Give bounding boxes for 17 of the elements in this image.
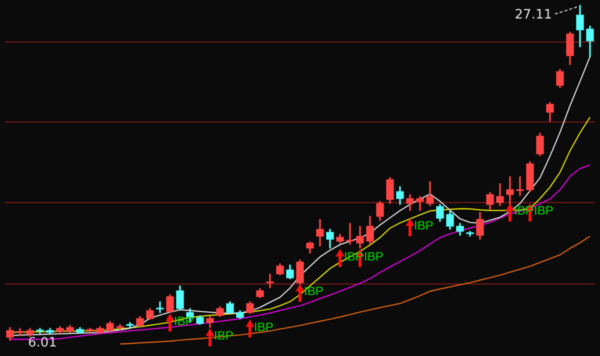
annotation: 27.11 (514, 7, 552, 22)
candlestick (116, 324, 124, 330)
candlestick (36, 328, 44, 334)
legend-label: IBP (304, 284, 324, 298)
point (166, 314, 174, 322)
annotation: 6.01 (28, 336, 57, 351)
point (246, 319, 254, 327)
candlestick (86, 328, 94, 333)
point (506, 203, 514, 211)
text: IBP (364, 249, 384, 264)
text: IBP (254, 320, 274, 334)
point (406, 218, 414, 226)
point (336, 249, 344, 257)
point (206, 328, 214, 336)
text: IBP (534, 204, 554, 218)
text: IBP (414, 218, 434, 233)
point (296, 284, 304, 292)
